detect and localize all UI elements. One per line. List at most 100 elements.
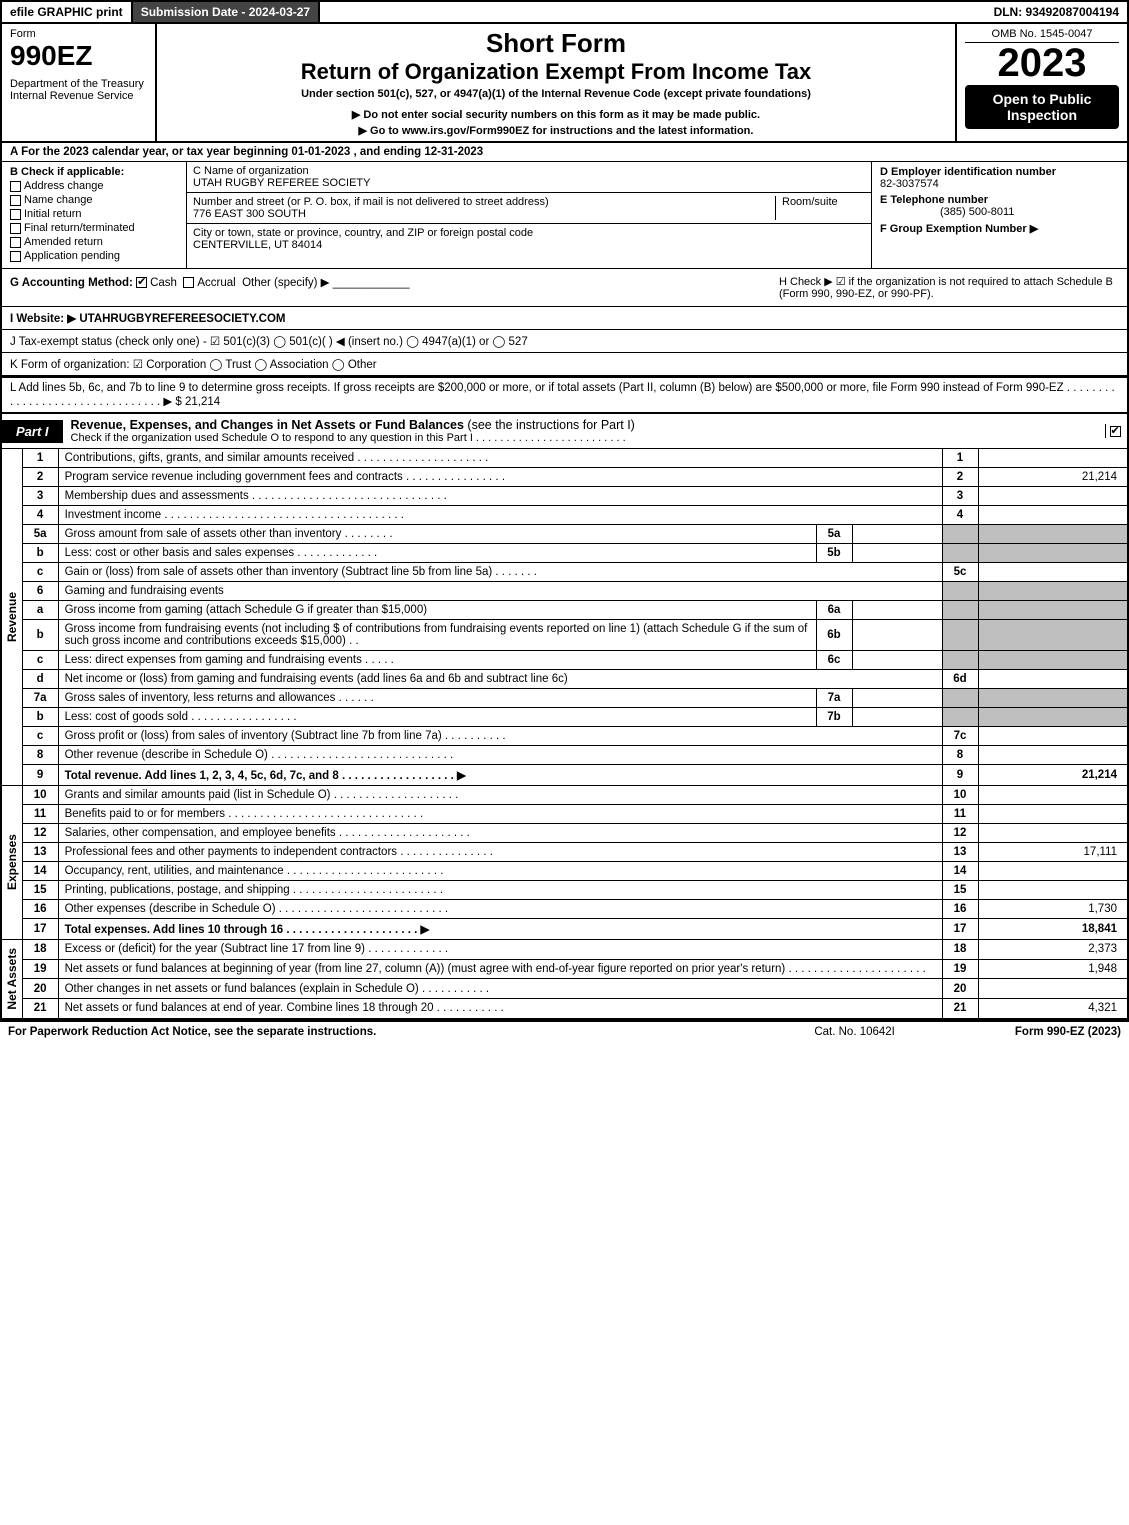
part1-checkbox[interactable] bbox=[1105, 424, 1127, 438]
row-l-gross-receipts: L Add lines 5b, 6c, and 7b to line 9 to … bbox=[0, 377, 1129, 414]
line-rn: 3 bbox=[942, 487, 978, 506]
line-amt-grey bbox=[978, 708, 1128, 727]
header-right: OMB No. 1545-0047 2023 Open to Public In… bbox=[957, 24, 1127, 141]
line-rn: 8 bbox=[942, 746, 978, 765]
line-rn: 6d bbox=[942, 670, 978, 689]
midbox-label: 5a bbox=[816, 525, 852, 544]
line-rn: 14 bbox=[942, 862, 978, 881]
line-num: a bbox=[22, 601, 58, 620]
line-num: 13 bbox=[22, 843, 58, 862]
line-amt: 1,730 bbox=[978, 900, 1128, 919]
expenses-side-label: Expenses bbox=[0, 786, 22, 940]
midbox-val bbox=[852, 651, 942, 670]
open-public-badge: Open to Public Inspection bbox=[965, 85, 1119, 129]
chk-cash[interactable] bbox=[136, 277, 147, 288]
website-text: I Website: ▶ UTAHRUGBYREFEREESOCIETY.COM bbox=[10, 313, 286, 325]
line-num: c bbox=[22, 727, 58, 746]
form-number: 990EZ bbox=[10, 40, 147, 72]
line-num: b bbox=[22, 708, 58, 727]
chk-label: Amended return bbox=[24, 236, 103, 248]
line-rn-grey bbox=[942, 525, 978, 544]
line-amt bbox=[978, 805, 1128, 824]
accrual-label: Accrual bbox=[197, 277, 235, 289]
expenses-table: 10Grants and similar amounts paid (list … bbox=[22, 786, 1129, 940]
line-desc: Net assets or fund balances at end of ye… bbox=[65, 1002, 434, 1014]
chk-application-pending[interactable]: Application pending bbox=[10, 250, 178, 262]
midbox-val bbox=[852, 689, 942, 708]
line-desc: Net income or (loss) from gaming and fun… bbox=[58, 670, 942, 689]
street-label: Number and street (or P. O. box, if mail… bbox=[193, 196, 549, 208]
line-num: 17 bbox=[22, 919, 58, 940]
street-row: Number and street (or P. O. box, if mail… bbox=[187, 193, 871, 224]
line-rn: 13 bbox=[942, 843, 978, 862]
chk-label: Name change bbox=[24, 194, 93, 206]
row-k-form-org: K Form of organization: ☑ Corporation ◯ … bbox=[0, 352, 1129, 377]
midbox-label: 7b bbox=[816, 708, 852, 727]
line-amt: 21,214 bbox=[978, 765, 1128, 786]
line-num: 5a bbox=[22, 525, 58, 544]
accounting-label: G Accounting Method: bbox=[10, 277, 133, 289]
line-amt bbox=[978, 506, 1128, 525]
line-rn: 19 bbox=[942, 959, 978, 979]
efile-label[interactable]: efile GRAPHIC print bbox=[2, 2, 133, 22]
footer-catno: Cat. No. 10642I bbox=[814, 1026, 895, 1038]
col-b-title: B Check if applicable: bbox=[10, 166, 124, 178]
line-rn: 10 bbox=[942, 786, 978, 805]
line-amt bbox=[978, 727, 1128, 746]
line-desc: Gross amount from sale of assets other t… bbox=[65, 528, 342, 540]
line-num: 1 bbox=[22, 449, 58, 468]
line-amt-grey bbox=[978, 582, 1128, 601]
line-amt bbox=[978, 670, 1128, 689]
chk-final-return[interactable]: Final return/terminated bbox=[10, 222, 178, 234]
line-amt: 1,948 bbox=[978, 959, 1128, 979]
row-g-accounting: G Accounting Method: Cash Accrual Other … bbox=[0, 269, 1129, 306]
under-section: Under section 501(c), 527, or 4947(a)(1)… bbox=[165, 88, 947, 100]
line-desc: Total revenue. Add lines 1, 2, 3, 4, 5c,… bbox=[65, 770, 339, 782]
line-desc: Less: cost of goods sold bbox=[65, 711, 188, 723]
line-amt-grey bbox=[978, 544, 1128, 563]
line-amt-grey bbox=[978, 651, 1128, 670]
line-amt bbox=[978, 563, 1128, 582]
chk-accrual[interactable] bbox=[183, 277, 194, 288]
line-desc: Program service revenue including govern… bbox=[65, 471, 403, 483]
line-num: 10 bbox=[22, 786, 58, 805]
midbox-val bbox=[852, 601, 942, 620]
midbox-val bbox=[852, 620, 942, 651]
line-num: 19 bbox=[22, 959, 58, 979]
short-form-title: Short Form bbox=[165, 28, 947, 59]
chk-amended-return[interactable]: Amended return bbox=[10, 236, 178, 248]
line-num: 21 bbox=[22, 998, 58, 1017]
line-num: 9 bbox=[22, 765, 58, 786]
line-rn-grey bbox=[942, 601, 978, 620]
part1-title-sub: (see the instructions for Part I) bbox=[467, 418, 634, 432]
row-j-exempt-status: J Tax-exempt status (check only one) - ☑… bbox=[0, 329, 1129, 352]
line-num: 14 bbox=[22, 862, 58, 881]
line-rn: 11 bbox=[942, 805, 978, 824]
line-amt: 21,214 bbox=[978, 468, 1128, 487]
chk-address-change[interactable]: Address change bbox=[10, 180, 178, 192]
line-num: c bbox=[22, 651, 58, 670]
line-desc: Gross income from fundraising events (no… bbox=[65, 623, 808, 647]
line-rn: 16 bbox=[942, 900, 978, 919]
chk-label: Initial return bbox=[24, 208, 81, 220]
line-desc: Excess or (deficit) for the year (Subtra… bbox=[65, 943, 365, 955]
line-rn-grey bbox=[942, 620, 978, 651]
line-desc: Membership dues and assessments bbox=[65, 490, 249, 502]
midbox-label: 6b bbox=[816, 620, 852, 651]
chk-initial-return[interactable]: Initial return bbox=[10, 208, 178, 220]
line-rn: 7c bbox=[942, 727, 978, 746]
dln-label: DLN: 93492087004194 bbox=[986, 2, 1127, 22]
line-desc: Contributions, gifts, grants, and simila… bbox=[65, 452, 355, 464]
midbox-val bbox=[852, 525, 942, 544]
line-rn-grey bbox=[942, 708, 978, 727]
line-amt-grey bbox=[978, 620, 1128, 651]
line-desc: Total expenses. Add lines 10 through 16 bbox=[65, 924, 284, 936]
line-amt: 17,111 bbox=[978, 843, 1128, 862]
part1-subline: Check if the organization used Schedule … bbox=[71, 432, 1097, 444]
chk-name-change[interactable]: Name change bbox=[10, 194, 178, 206]
line-desc: Other revenue (describe in Schedule O) bbox=[65, 749, 268, 761]
line-amt bbox=[978, 979, 1128, 999]
ein-value: 82-3037574 bbox=[880, 178, 939, 190]
line-rn: 9 bbox=[942, 765, 978, 786]
chk-label: Address change bbox=[24, 180, 104, 192]
